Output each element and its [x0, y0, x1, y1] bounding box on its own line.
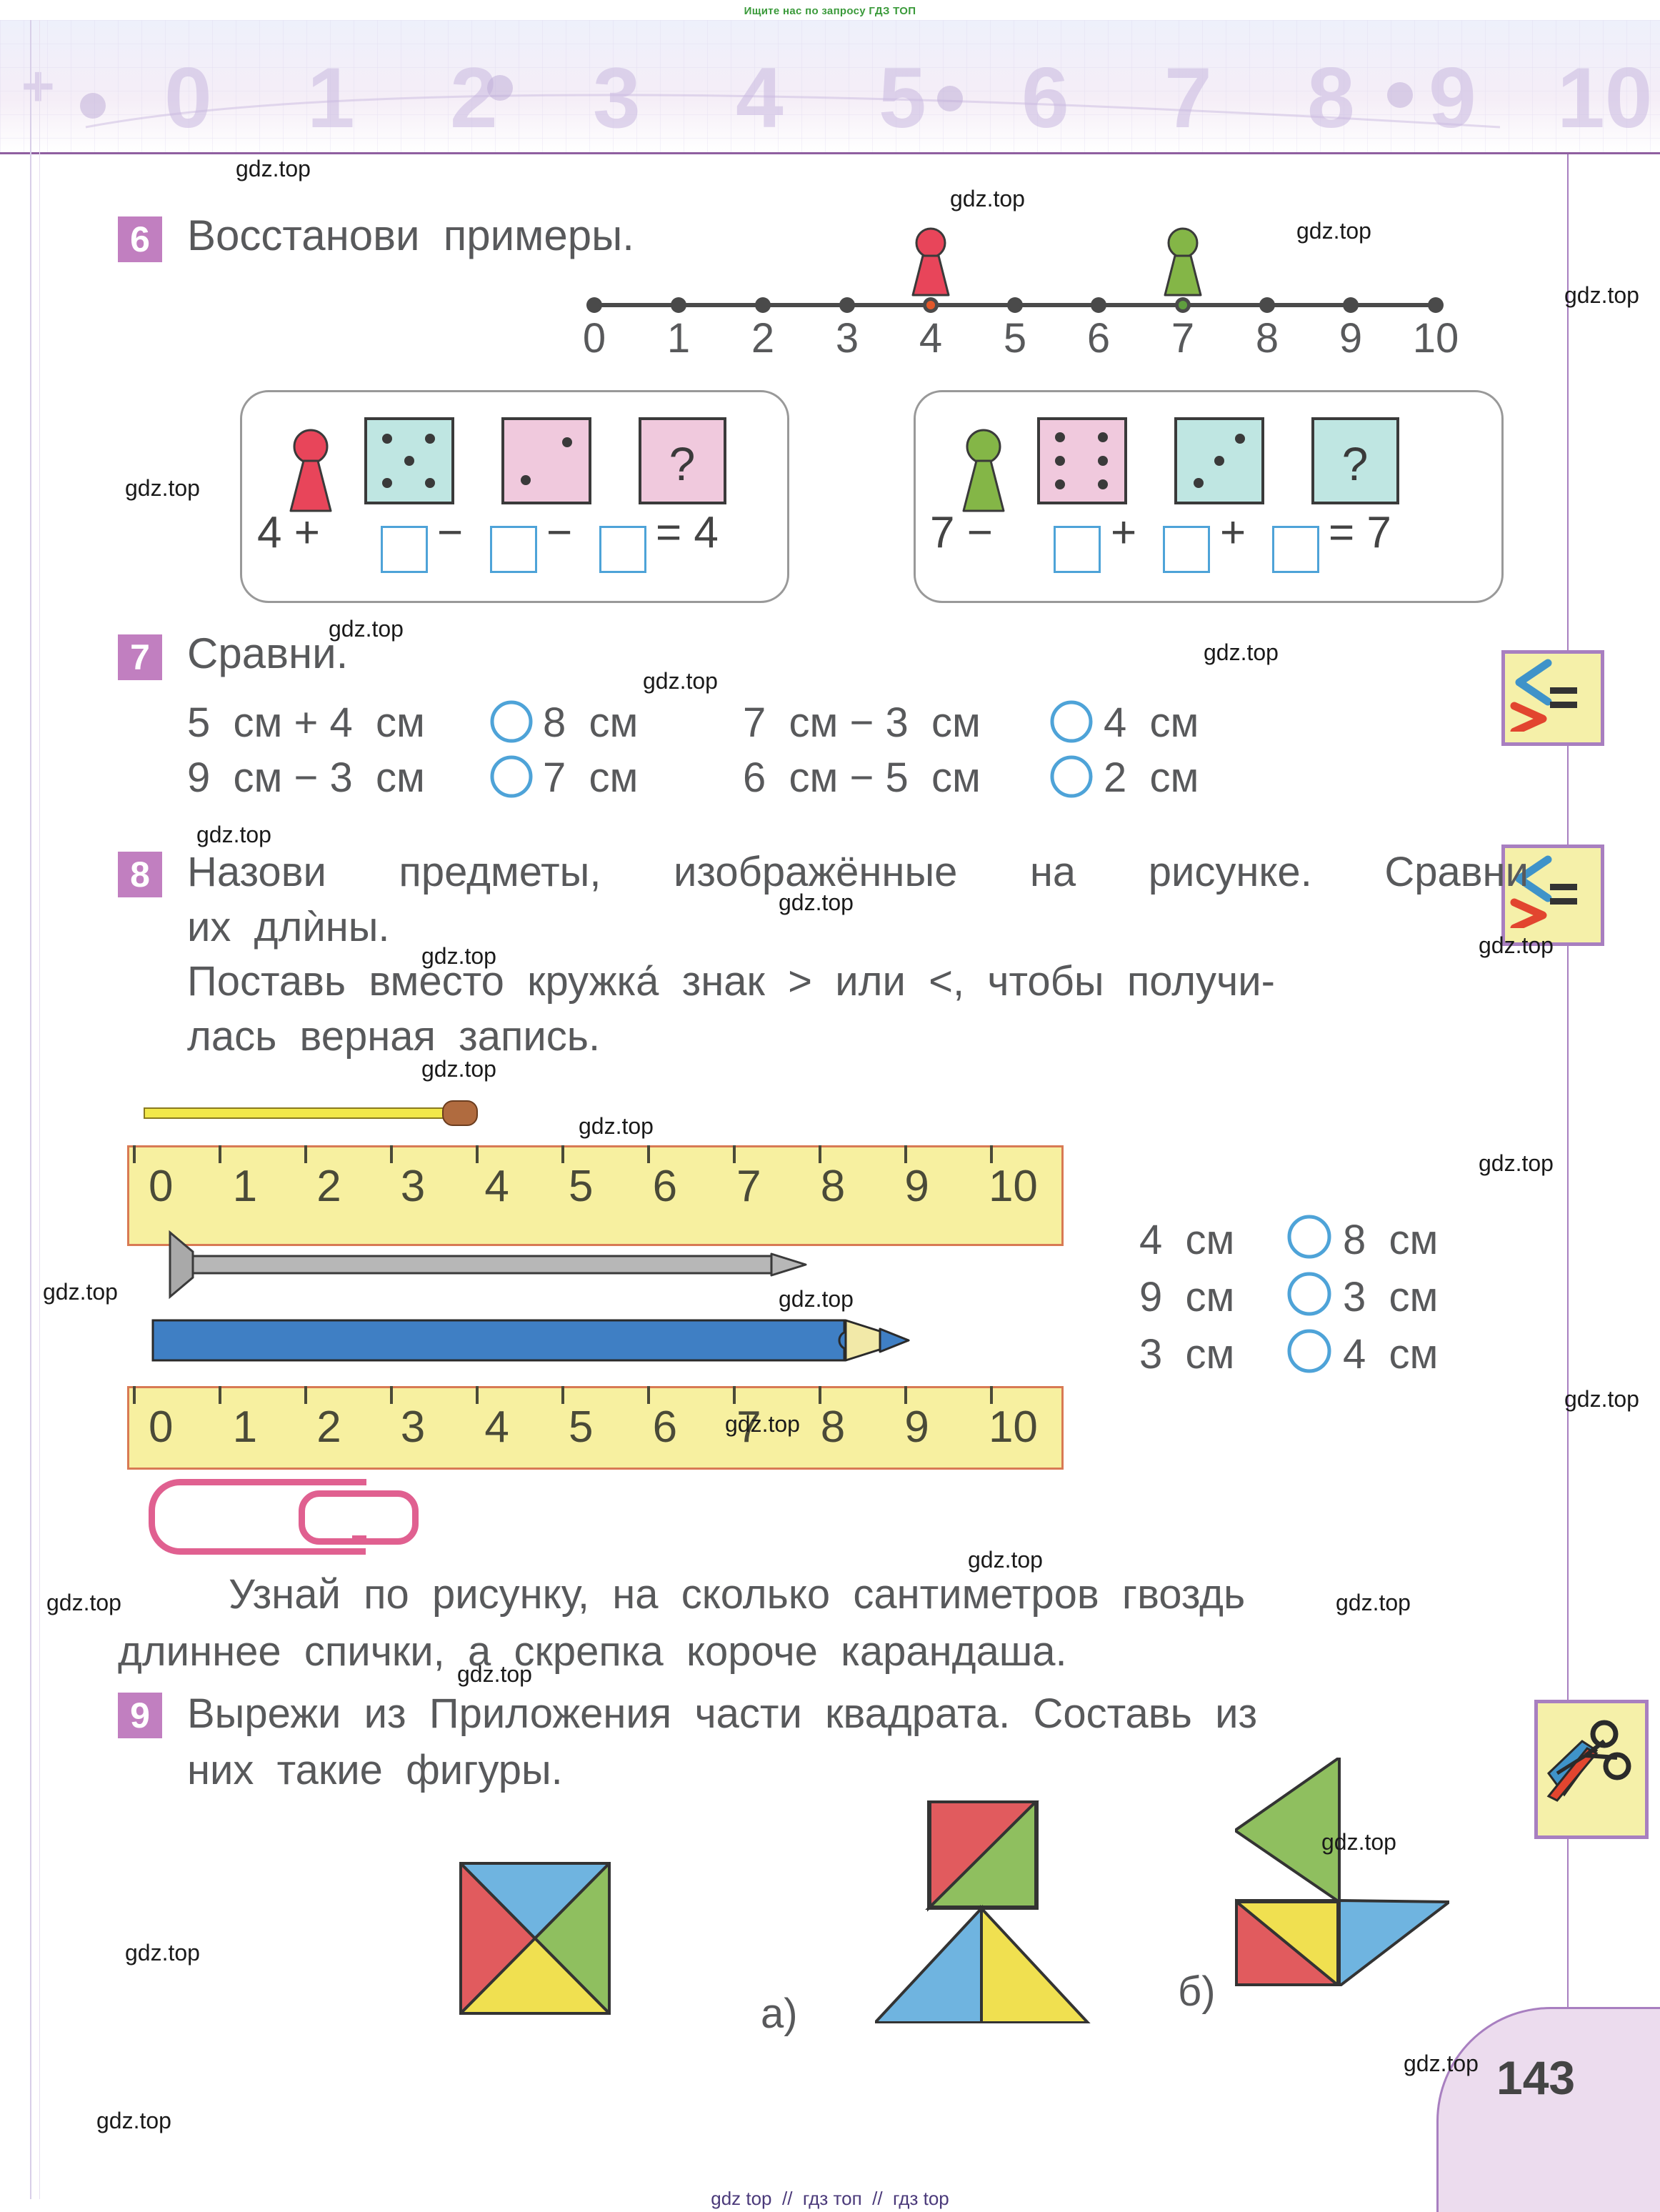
svg-text:8: 8 — [1307, 50, 1355, 146]
svg-text:8: 8 — [1256, 315, 1279, 354]
svg-text:7: 7 — [1171, 315, 1194, 354]
svg-text:10: 10 — [1413, 315, 1459, 354]
svg-text:0: 0 — [164, 50, 212, 146]
svg-text:1: 1 — [307, 50, 355, 146]
svg-text:10: 10 — [1557, 50, 1652, 146]
svg-text:9: 9 — [1339, 315, 1362, 354]
svg-text:3: 3 — [836, 315, 859, 354]
svg-text:6: 6 — [1021, 50, 1069, 146]
svg-text:1: 1 — [667, 315, 690, 354]
svg-text:3: 3 — [593, 50, 641, 146]
svg-text:5: 5 — [1004, 315, 1026, 354]
svg-text:4: 4 — [919, 315, 942, 354]
svg-text:0: 0 — [583, 315, 606, 354]
svg-text:4: 4 — [736, 50, 784, 146]
svg-text:2: 2 — [450, 50, 498, 146]
svg-text:?: ? — [1342, 437, 1369, 490]
svg-text:7: 7 — [1164, 50, 1212, 146]
svg-text:?: ? — [669, 437, 696, 490]
svg-text:+: + — [21, 54, 55, 118]
svg-text:5: 5 — [879, 50, 926, 146]
svg-text:2: 2 — [751, 315, 774, 354]
svg-text:9: 9 — [1429, 50, 1476, 146]
svg-text:6: 6 — [1087, 315, 1110, 354]
